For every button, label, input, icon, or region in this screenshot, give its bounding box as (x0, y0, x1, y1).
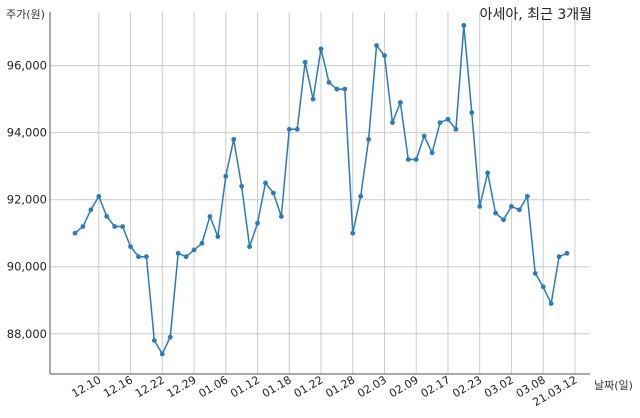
data-point (207, 214, 213, 219)
data-point (223, 173, 229, 179)
data-point (453, 126, 459, 132)
data-point (382, 53, 387, 58)
y-tick-label: 88,000 (7, 327, 47, 341)
data-point (96, 193, 102, 199)
data-point (263, 180, 268, 186)
data-point (247, 244, 252, 250)
data-point (167, 334, 173, 340)
y-tick-label: 92,000 (7, 193, 47, 207)
data-point (501, 217, 506, 223)
data-point (191, 247, 197, 253)
data-point (278, 214, 284, 219)
data-point (294, 126, 300, 132)
data-point (175, 250, 181, 256)
x-tick-label: 01.22 (292, 373, 326, 400)
data-point (318, 46, 324, 52)
x-tick-label: 02.03 (355, 373, 389, 400)
data-point (88, 207, 94, 213)
data-point (413, 157, 419, 162)
data-point (144, 254, 149, 260)
x-tick-label: 12.16 (101, 373, 135, 400)
data-point (564, 250, 570, 256)
data-point (72, 230, 78, 236)
data-point (445, 116, 451, 122)
data-point (128, 244, 133, 250)
data-point (350, 230, 356, 236)
y-tick-label: 96,000 (7, 59, 47, 73)
data-point (548, 301, 554, 307)
data-point (286, 126, 292, 132)
x-tick-label: 12.22 (133, 373, 167, 400)
x-tick-label: 01.28 (323, 373, 357, 400)
data-point (421, 133, 427, 139)
chart-title: 아세아, 최근 3개월 (479, 7, 592, 23)
data-point (532, 271, 538, 276)
data-point (556, 254, 562, 260)
data-point (239, 183, 245, 189)
data-point (540, 284, 546, 290)
data-point (231, 136, 237, 142)
y-axis-label: 주가(원) (6, 8, 45, 21)
data-point (302, 59, 308, 65)
data-point (509, 204, 514, 209)
data-point (310, 96, 316, 102)
data-point (397, 100, 403, 105)
data-point (469, 110, 475, 115)
data-point (120, 224, 126, 229)
data-point (136, 254, 141, 260)
data-point (374, 43, 379, 48)
data-point (326, 79, 332, 85)
data-point (215, 234, 221, 239)
data-point (405, 157, 411, 162)
data-point (493, 210, 498, 216)
x-tick-label: 02.17 (419, 373, 453, 400)
data-point (358, 193, 364, 199)
data-point (80, 224, 86, 229)
data-point (104, 214, 110, 219)
data-point (461, 23, 467, 28)
data-point (183, 254, 189, 260)
data-point (255, 220, 260, 226)
data-point (516, 207, 522, 213)
data-point (477, 204, 483, 209)
x-tick-label: 01.06 (196, 373, 230, 400)
x-tick-label: 03.02 (482, 373, 516, 400)
y-tick-label: 94,000 (7, 126, 47, 140)
x-tick-label: 02.23 (450, 373, 484, 400)
data-point (437, 120, 443, 126)
x-tick-label: 01.18 (260, 373, 294, 400)
x-tick-label: 12.29 (165, 373, 199, 400)
x-tick-label: 02.09 (387, 373, 421, 400)
data-point (429, 150, 435, 156)
data-point (151, 338, 157, 343)
data-point (159, 351, 165, 357)
data-point (390, 120, 395, 126)
data-point (199, 240, 205, 246)
data-point (524, 193, 530, 199)
y-tick-label: 90,000 (7, 260, 47, 274)
data-point (334, 86, 340, 92)
x-axis-label: 날짜(일) (594, 379, 633, 392)
x-tick-label: 12.10 (70, 373, 104, 400)
data-point (366, 136, 372, 142)
data-point (112, 224, 118, 229)
data-point (270, 190, 276, 196)
data-point (485, 170, 491, 176)
data-point (342, 86, 348, 92)
x-tick-label: 01.12 (228, 373, 262, 400)
